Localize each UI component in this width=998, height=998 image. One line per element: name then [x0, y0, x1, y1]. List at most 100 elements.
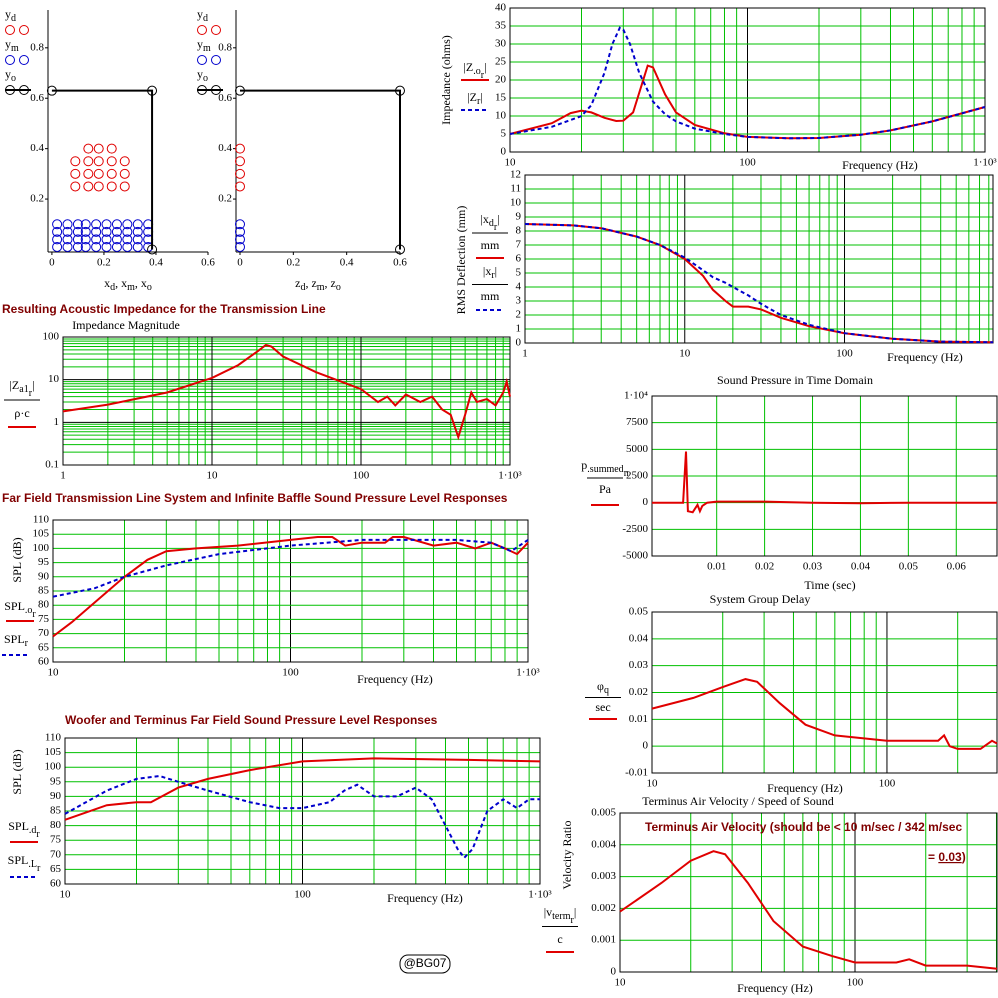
- legend-swatch: [197, 25, 207, 35]
- legend-label-part: r: [25, 638, 29, 649]
- legend-label-part: mm: [481, 238, 500, 252]
- y-tick-label: 7: [516, 239, 522, 251]
- y-tick-label: 2: [516, 309, 522, 321]
- point: [106, 168, 117, 179]
- y-tick-label: 60: [38, 656, 50, 668]
- y-tick-label: 20: [495, 74, 507, 86]
- y-tick-label: -5000: [622, 550, 648, 562]
- legend-swatch: [5, 55, 15, 65]
- x-tick-label: 0.02: [755, 561, 774, 573]
- section-heading: Woofer and Terminus Far Field Sound Pres…: [65, 713, 438, 727]
- legend-label-part: o: [203, 73, 208, 84]
- point: [119, 181, 130, 192]
- series-line: [524, 223, 994, 344]
- x-axis-label: zd, zm, zo: [295, 276, 341, 294]
- legend-label: |Z.or|: [464, 60, 487, 82]
- x-tick-label: 1·10³: [528, 889, 552, 901]
- y-tick-label: 10: [495, 110, 507, 122]
- y-tick-label: 0.002: [591, 902, 616, 914]
- legend-label-part: y: [5, 67, 11, 81]
- y-tick-label: 95: [38, 556, 50, 568]
- y-axis-label: Impedance (ohms): [439, 35, 453, 125]
- point: [101, 234, 112, 245]
- y-tick-label: -2500: [622, 523, 648, 535]
- y-tick-label: 5: [501, 128, 507, 140]
- legend-label: SPL.dr: [8, 819, 40, 841]
- point: [62, 234, 73, 245]
- point: [80, 241, 91, 252]
- legend-label-part: r: [477, 96, 481, 107]
- y-tick-label: 6: [516, 253, 522, 265]
- x-tick-label: 10: [48, 667, 60, 679]
- x-tick-label: 10: [647, 778, 659, 790]
- legend-label-part: Pa: [599, 482, 612, 496]
- annotation: = 0.03): [928, 850, 966, 864]
- x-tick-label: 0.4: [149, 257, 163, 269]
- point: [235, 85, 245, 96]
- x-axis-label-part: z: [295, 276, 300, 290]
- legend-label-part: y: [197, 67, 203, 81]
- y-tick-label: 30: [495, 38, 507, 50]
- point: [106, 181, 117, 192]
- legend-label-part: y: [197, 37, 203, 51]
- point: [70, 168, 81, 179]
- y-tick-label: 65: [50, 863, 62, 875]
- y-tick-label: 0.2: [218, 193, 232, 205]
- x-tick-label: 1·10³: [498, 470, 522, 482]
- y-tick-label: 0: [516, 337, 522, 349]
- legend-label-part: d: [489, 218, 494, 229]
- legend-label-part: .o: [25, 605, 33, 616]
- x-axis-label-part: o: [147, 282, 152, 293]
- legend-swatch: [19, 55, 29, 65]
- y-tick-label: 80: [38, 599, 50, 611]
- point: [72, 241, 83, 252]
- x-tick-label: 100: [847, 977, 864, 989]
- y-tick-label: 90: [38, 570, 50, 582]
- chart-title: Terminus Air Velocity / Speed of Sound: [642, 794, 834, 808]
- point: [235, 241, 245, 252]
- legend-label-part: r: [32, 609, 36, 620]
- point: [111, 219, 122, 230]
- point: [122, 226, 133, 237]
- point: [83, 181, 94, 192]
- y-tick-label: 100: [43, 331, 60, 343]
- x-tick-label: 100: [353, 470, 370, 482]
- legend-label-part: c: [557, 932, 562, 946]
- point: [93, 181, 104, 192]
- section-heading: Far Field Transmission Line System and I…: [2, 491, 508, 505]
- y-tick-label: 0.1: [45, 459, 59, 471]
- series-line: [62, 343, 511, 441]
- y-tick-label: 0.6: [218, 92, 232, 104]
- x-tick-label: 1·10³: [516, 667, 540, 679]
- legend-label-part: |v: [544, 905, 552, 919]
- legend-label: mm: [481, 289, 500, 303]
- y-tick-label: 75: [38, 613, 50, 625]
- x-axis-label: Frequency (Hz): [767, 781, 843, 795]
- x-axis-label-part: d: [300, 282, 305, 293]
- point: [70, 156, 81, 167]
- point: [132, 241, 143, 252]
- x-axis-label-part: , x: [115, 276, 127, 290]
- point: [52, 226, 63, 237]
- legend-label-part: |: [574, 905, 576, 919]
- y-tick-label: 3: [516, 295, 522, 307]
- y-tick-label: 5000: [626, 443, 649, 455]
- x-tick-label: 100: [836, 348, 853, 360]
- y-axis-label: Velocity Ratio: [560, 821, 574, 890]
- legend-label: c: [557, 932, 562, 946]
- point: [72, 226, 83, 237]
- y-tick-label: 105: [45, 746, 62, 758]
- plot-frame: [62, 336, 511, 466]
- x-axis-label: Frequency (Hz): [387, 891, 463, 905]
- x-axis-label: Frequency (Hz): [887, 350, 963, 364]
- legend-label: φq: [597, 679, 609, 697]
- legend-swatch: [19, 85, 29, 95]
- legend-label-part: SPL: [4, 632, 25, 646]
- section-heading: Resulting Acoustic Impedance for the Tra…: [2, 302, 326, 316]
- legend-label-part: .summed: [587, 464, 623, 475]
- point: [62, 241, 73, 252]
- chart-title: Impedance Magnitude: [72, 318, 180, 332]
- legend-swatch: [5, 25, 15, 35]
- legend-swatch: [19, 25, 29, 35]
- y-tick-label: 0: [611, 966, 617, 978]
